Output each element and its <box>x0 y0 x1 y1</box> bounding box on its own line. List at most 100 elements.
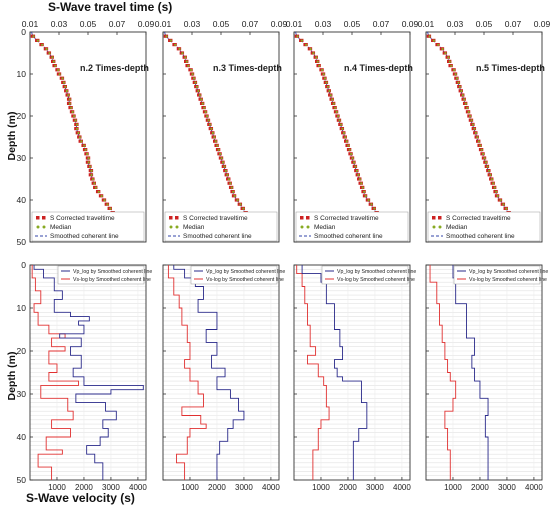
median-point <box>341 127 344 130</box>
median-point <box>342 131 345 135</box>
median-point <box>502 203 505 206</box>
median-point <box>487 169 491 172</box>
median-point <box>329 94 332 97</box>
x-tick-label: 0.09 <box>534 19 550 29</box>
median-point <box>448 60 451 63</box>
x-tick-label: 0.09 <box>271 19 288 29</box>
median-point <box>195 85 199 88</box>
median-point <box>197 89 200 93</box>
x-tick-label: 0.07 <box>242 19 259 29</box>
vp-log-line-vel1 <box>33 265 144 480</box>
median-point <box>350 152 353 156</box>
median-point <box>194 81 197 84</box>
median-point <box>300 39 303 42</box>
legend-label-median: Median <box>183 224 205 231</box>
median-point <box>428 35 431 38</box>
legend-marker-median <box>300 225 304 229</box>
x-tick-label: 1000 <box>181 483 199 492</box>
median-point <box>437 43 440 46</box>
top-x-axis-title: S-Wave travel time (s) <box>48 0 173 14</box>
median-point <box>203 106 206 109</box>
median-point <box>479 144 482 147</box>
median-point <box>185 60 188 63</box>
median-point <box>332 102 335 105</box>
median-point <box>88 165 92 168</box>
median-point <box>315 56 318 59</box>
x-tick-label: 2000 <box>339 483 357 492</box>
legend-box <box>453 265 541 285</box>
x-tick-label: 0.03 <box>51 19 68 29</box>
median-point <box>216 144 219 147</box>
legend-label-corrected: S Corrected traveltime <box>314 215 379 222</box>
x-tick-label: 1000 <box>444 483 462 492</box>
median-point <box>296 35 299 38</box>
median-point <box>200 98 203 101</box>
median-point <box>68 102 71 105</box>
median-point <box>68 98 71 101</box>
median-point <box>351 157 354 160</box>
median-point <box>480 148 483 151</box>
median-point <box>467 110 470 114</box>
panel-title-time2: n.3 Times-depth <box>213 63 282 73</box>
median-point <box>455 77 459 80</box>
legend-box <box>164 211 278 242</box>
legend-marker-median <box>432 225 436 229</box>
median-point <box>444 52 447 55</box>
median-point <box>363 190 366 193</box>
legend-marker-median <box>169 225 173 229</box>
median-point <box>213 136 216 139</box>
median-point <box>453 68 456 72</box>
legend-label-smooth: Smoothed coherent line <box>50 233 119 240</box>
x-tick-label: 3000 <box>102 483 120 492</box>
median-point <box>67 94 70 97</box>
x-tick-label: 0.03 <box>315 19 332 29</box>
median-point <box>211 131 214 135</box>
y-tick-label: 20 <box>17 346 27 356</box>
legend-label-smooth: Smoothed coherent line <box>183 233 252 240</box>
x-tick-label: 2000 <box>208 483 226 492</box>
median-point <box>87 157 90 160</box>
y-tick-label: 10 <box>17 69 27 79</box>
median-point <box>57 68 60 72</box>
x-tick-label: 0.01 <box>418 19 435 29</box>
x-tick-label: 3000 <box>366 483 384 492</box>
median-point <box>354 165 357 168</box>
median-point <box>236 199 239 202</box>
median-point <box>206 115 209 118</box>
median-point <box>335 110 338 114</box>
median-point <box>109 207 112 210</box>
legend-marker-median <box>36 225 40 229</box>
median-point <box>229 182 232 185</box>
median-point <box>486 165 489 168</box>
median-point <box>93 182 96 185</box>
median-point <box>490 178 493 181</box>
median-point <box>71 110 74 114</box>
median-point <box>360 182 363 185</box>
y-tick-label: 30 <box>17 389 27 399</box>
median-point <box>489 173 492 177</box>
legend-label-vp: Vp_log by Smoothed coherent line <box>206 269 285 275</box>
median-point <box>457 81 460 84</box>
median-point <box>74 119 77 122</box>
median-point <box>106 203 109 206</box>
median-point <box>201 102 204 105</box>
vs-log-line-vel2 <box>167 265 207 480</box>
median-point <box>219 152 222 156</box>
legend-box <box>190 265 278 285</box>
vp-log-line-vel3 <box>301 265 368 480</box>
legend-marker-corrected <box>300 216 304 220</box>
legend-marker-corrected <box>169 216 173 220</box>
x-tick-label: 0.03 <box>184 19 201 29</box>
median-point <box>357 173 360 177</box>
median-point <box>75 127 79 130</box>
median-point <box>463 98 466 101</box>
legend-box <box>295 211 409 242</box>
median-point <box>94 186 97 189</box>
panel-title-time1: n.2 Times-depth <box>80 63 149 73</box>
median-point <box>471 123 475 126</box>
median-point <box>233 194 236 198</box>
median-point <box>361 186 364 189</box>
legend-label-vs: Vs-log by Smoothed coherent line <box>469 277 547 283</box>
median-point <box>322 73 325 76</box>
median-point <box>242 207 245 210</box>
